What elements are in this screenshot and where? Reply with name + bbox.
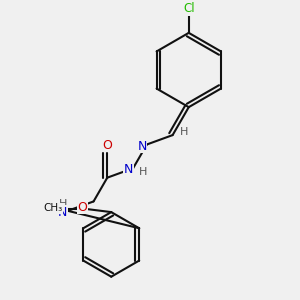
Text: O: O <box>77 201 87 214</box>
Text: H: H <box>59 200 67 209</box>
Text: O: O <box>102 139 112 152</box>
Text: H: H <box>180 127 188 137</box>
Text: N: N <box>124 164 133 176</box>
Text: H: H <box>139 167 147 176</box>
Text: N: N <box>137 140 147 153</box>
Text: N: N <box>58 206 68 219</box>
Text: Cl: Cl <box>183 2 195 15</box>
Text: CH₃: CH₃ <box>44 203 63 213</box>
